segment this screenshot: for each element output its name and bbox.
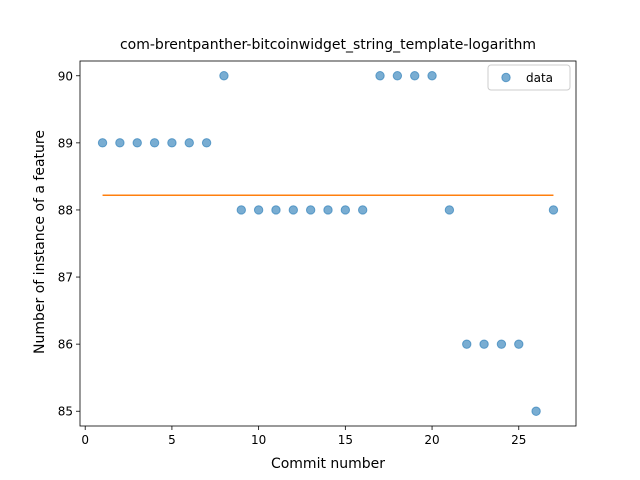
data-point [496,339,507,349]
data-point [514,339,524,349]
x-tick-label: 5 [168,433,176,447]
data-point [132,138,142,148]
data-point [479,339,489,349]
y-tick-label: 89 [58,136,73,150]
legend-label: data [526,71,553,85]
y-tick-label: 88 [58,203,73,217]
data-point [236,205,246,215]
data-point [357,205,368,215]
data-point [271,205,281,215]
data-point [410,71,420,81]
x-tick-label: 20 [424,433,439,447]
data-point [253,205,264,215]
x-tick-label: 10 [251,433,266,447]
data-point [305,205,316,215]
data-point [340,205,351,215]
data-point [201,138,212,148]
chart-title: com-brentpanther-bitcoinwidget_string_te… [120,37,536,53]
data-point [375,71,385,81]
axes-frame [79,60,577,427]
x-axis-label: Commit number [271,456,385,472]
data-point [97,138,108,148]
data-point [323,205,333,215]
data-point [427,71,437,81]
data-point [115,138,125,148]
legend-box [487,64,571,91]
y-tick-label: 87 [58,271,73,285]
y-tick-label: 85 [58,405,73,419]
data-point [392,71,403,81]
y-axis-label: Number of instance of a feature [32,130,48,354]
x-tick-label: 25 [511,433,526,447]
y-tick-label: 90 [58,69,73,83]
data-point [462,339,472,349]
data-point [548,205,559,215]
legend-marker [501,72,511,83]
data-point [444,205,455,215]
plot-area: 0 5 10 15 20 25 85 86 87 88 89 90 data [58,60,577,447]
x-tick-label: 0 [81,433,89,447]
data-point [167,138,177,148]
data-point [149,138,160,148]
data-point [288,205,299,215]
data-point [184,138,194,148]
x-tick-label: 15 [338,433,353,447]
data-point [531,406,541,416]
data-point [219,71,229,81]
y-tick-label: 86 [58,338,73,352]
